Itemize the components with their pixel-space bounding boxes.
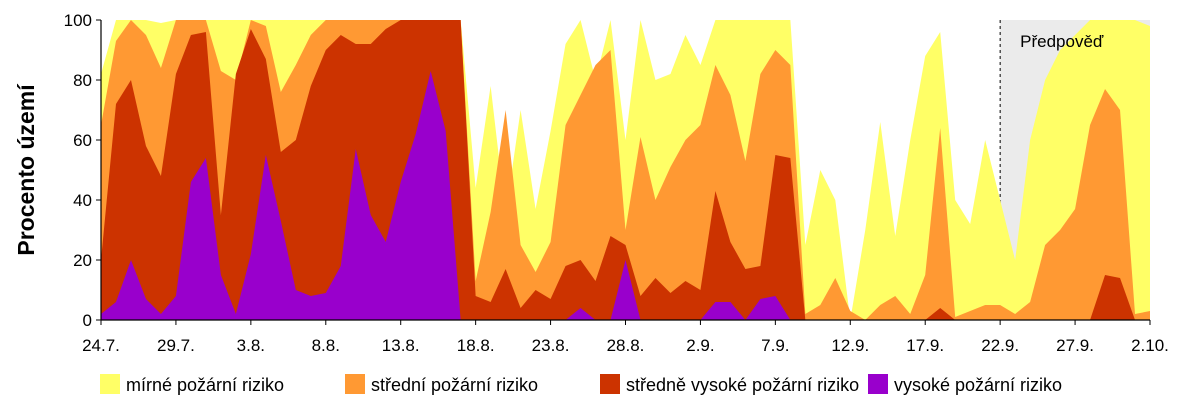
x-tick-label: 27.9. (1056, 336, 1094, 355)
x-tick-label: 2.9. (686, 336, 714, 355)
x-tick-label: 13.8. (382, 336, 420, 355)
x-tick-label: 8.8. (312, 336, 340, 355)
area-series-4 (101, 71, 1150, 320)
x-tick-label: 17.9. (906, 336, 944, 355)
legend-swatch (100, 374, 120, 394)
legend-swatch (868, 374, 888, 394)
y-tick-label: 60 (73, 131, 92, 150)
x-tick-label: 29.7. (157, 336, 195, 355)
legend-item-label: mírné požární riziko (126, 375, 284, 395)
forecast-label: Předpověď (1020, 32, 1104, 51)
y-tick-label: 80 (73, 71, 92, 90)
y-tick-label: 0 (83, 311, 92, 330)
x-tick-label: 23.8. (532, 336, 570, 355)
legend-swatch (600, 374, 620, 394)
x-tick-label: 24.7. (82, 336, 120, 355)
legend-swatch (345, 374, 365, 394)
x-tick-label: 28.8. (607, 336, 645, 355)
x-tick-label: 7.9. (761, 336, 789, 355)
y-axis-label: Procento území (13, 83, 39, 256)
x-tick-label: 22.9. (981, 336, 1019, 355)
x-tick-label: 18.8. (457, 336, 495, 355)
x-tick-label: 2.10. (1131, 336, 1169, 355)
y-tick-label: 100 (64, 11, 92, 30)
legend-item-label: střední požární riziko (371, 375, 538, 395)
legend-item-label: středně vysoké požární riziko (626, 375, 859, 395)
x-tick-label: 3.8. (237, 336, 265, 355)
legend-item-label: vysoké požární riziko (894, 375, 1062, 395)
x-tick-label: 12.9. (831, 336, 869, 355)
y-tick-label: 20 (73, 251, 92, 270)
y-tick-label: 40 (73, 191, 92, 210)
